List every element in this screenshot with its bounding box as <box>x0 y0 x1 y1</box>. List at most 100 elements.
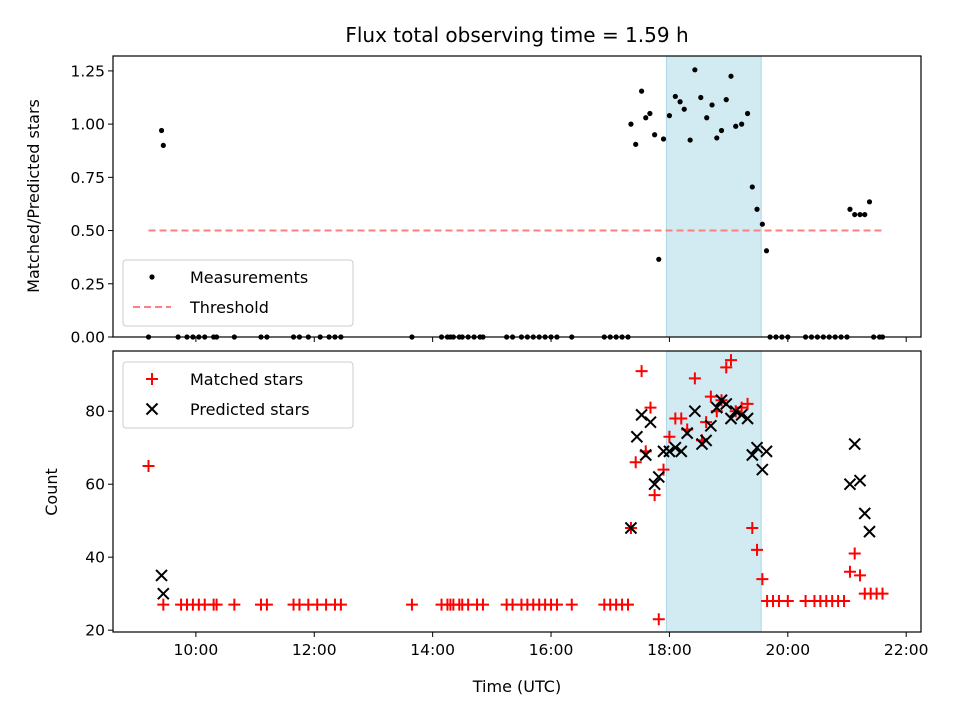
bottom-legend-item <box>145 402 159 416</box>
xtick-label: 18:00 <box>647 641 692 659</box>
bottom-series-2 <box>155 394 876 600</box>
predicted-star-point <box>863 525 876 538</box>
bottom-ytick-label: 20 <box>85 622 105 640</box>
matched-star-point <box>405 598 418 611</box>
bottom-ytick-label: 80 <box>85 403 105 421</box>
matched-star-point <box>228 598 241 611</box>
top-ytick-label: 0.00 <box>70 329 105 347</box>
matched-star-point <box>843 565 856 578</box>
matched-star-point <box>157 598 170 611</box>
matched-star-point <box>838 594 851 607</box>
predicted-star-point <box>729 405 742 418</box>
top-ytick-label: 0.75 <box>70 169 105 187</box>
predicted-star-point <box>735 408 748 422</box>
matched-star-point <box>720 361 733 374</box>
predicted-star-point <box>704 419 718 433</box>
measurement-point <box>866 199 873 205</box>
measurement-point <box>681 106 687 112</box>
measurement-point <box>739 121 745 127</box>
predicted-star-point <box>624 521 638 535</box>
xtick-label: 10:00 <box>174 641 219 659</box>
xtick-label: 16:00 <box>529 641 574 659</box>
measurement-point <box>759 221 765 227</box>
measurement-point <box>754 206 760 212</box>
measurement-point <box>647 110 653 117</box>
measurement-point <box>852 211 858 218</box>
bottom-series-1 <box>142 354 889 626</box>
bottom-highlight-span <box>665 350 762 633</box>
measurement-point <box>672 93 678 100</box>
bottom-axes-frame <box>112 350 922 633</box>
predicted-star-point <box>688 405 702 418</box>
matched-star-point <box>854 569 867 582</box>
top-legend-label: Threshold <box>189 298 269 317</box>
top-highlight-span <box>665 55 762 338</box>
xtick-label: 14:00 <box>410 641 455 659</box>
measurement-point <box>628 121 634 127</box>
predicted-star-point <box>663 445 676 458</box>
predicted-star-point <box>680 426 694 440</box>
measurement-point <box>709 102 715 108</box>
measurement-point <box>698 94 704 101</box>
measurement-point <box>714 135 720 141</box>
predicted-star-point <box>157 587 170 600</box>
bottom-legend-item <box>146 373 158 385</box>
predicted-star-point <box>630 430 644 443</box>
matched-star-point <box>260 598 273 611</box>
top-axes-frame <box>112 55 922 338</box>
predicted-star-point <box>746 448 759 462</box>
top-legend-item <box>149 274 155 280</box>
legend-matched-swatch <box>146 373 158 385</box>
bottom-legend-label: Matched stars <box>190 370 303 389</box>
predicted-star-point <box>741 412 754 425</box>
predicted-star-point <box>155 569 168 582</box>
matched-star-point <box>751 543 764 556</box>
predicted-star-point <box>843 477 857 491</box>
matched-star-point <box>550 598 563 611</box>
matched-star-point <box>629 456 642 469</box>
measurement-point <box>744 110 751 117</box>
matched-star-point <box>142 459 155 472</box>
measurement-point <box>749 184 755 190</box>
measurement-point <box>666 113 673 119</box>
matched-star-point <box>652 613 665 626</box>
measurement-point <box>704 115 710 121</box>
predicted-star-point <box>720 397 733 411</box>
bottom-ylabel: Count <box>42 468 61 516</box>
matched-star-point <box>565 598 578 611</box>
matched-star-point <box>476 598 489 611</box>
matched-star-point <box>741 397 754 410</box>
bottom-ytick-label: 60 <box>85 476 105 494</box>
predicted-star-point <box>635 408 648 422</box>
predicted-star-point <box>760 445 773 458</box>
predicted-star-point <box>652 470 665 484</box>
measurement-point <box>677 99 683 105</box>
matched-star-point <box>848 547 861 560</box>
predicted-star-point <box>756 463 769 476</box>
legend-predicted-swatch <box>145 402 159 416</box>
matched-star-point <box>756 573 769 586</box>
measurement-point <box>652 132 658 138</box>
measurement-point <box>160 142 166 149</box>
matched-star-point <box>644 401 657 414</box>
bottom-ytick-label: 40 <box>85 549 105 567</box>
measurement-point <box>763 248 770 254</box>
top-ytick-label: 0.50 <box>70 222 105 240</box>
chart-title: Flux total observing time = 1.59 h <box>345 23 688 47</box>
bottom-xlabel: Time (UTC) <box>472 677 561 696</box>
predicted-star-point <box>710 401 723 414</box>
matched-star-point <box>621 598 634 611</box>
matched-star-point <box>704 390 717 403</box>
predicted-star-point <box>848 437 861 451</box>
matched-star-point <box>334 598 347 611</box>
measurement-point <box>847 206 853 212</box>
predicted-star-point <box>648 477 661 491</box>
matched-star-point <box>746 521 759 534</box>
measurement-point <box>733 123 739 129</box>
xtick-label: 20:00 <box>765 641 810 659</box>
predicted-star-point <box>669 441 682 454</box>
matched-star-point <box>210 598 223 611</box>
measurement-point <box>633 141 639 147</box>
matched-star-point <box>648 489 661 502</box>
